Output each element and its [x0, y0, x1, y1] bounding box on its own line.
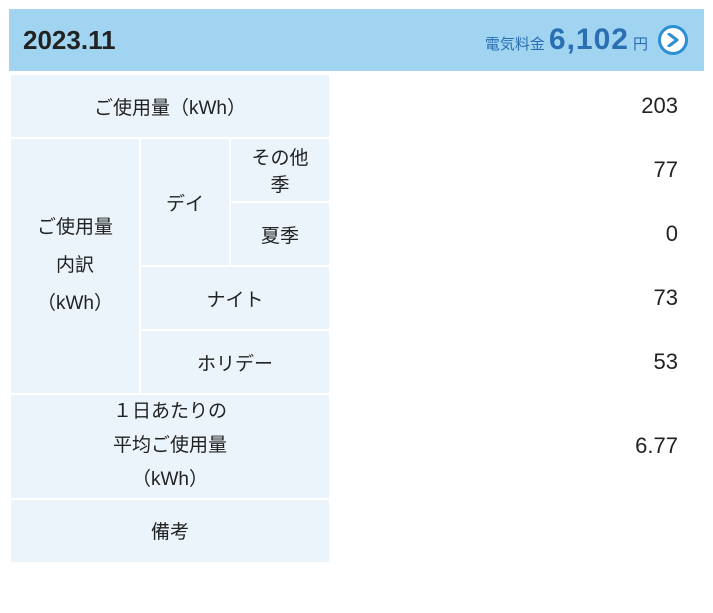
bill-card: 2023.11 電気料金 6,102 円 ご使用量（kWh） 203 ご使用量内… [8, 8, 705, 565]
fee-display: 電気料金 6,102 円 [485, 23, 688, 57]
day-label: デイ [140, 138, 230, 266]
breakdown-label: ご使用量内訳（kWh） [10, 138, 140, 394]
holiday-label: ホリデー [140, 330, 330, 394]
chevron-right-icon [667, 33, 679, 47]
holiday-value: 53 [330, 330, 703, 394]
summer-value: 0 [330, 202, 703, 266]
table-row: ご使用量内訳（kWh） デイ その他季 77 [10, 138, 703, 202]
night-value: 73 [330, 266, 703, 330]
fee-value: 6,102 [549, 23, 629, 57]
other-season-value: 77 [330, 138, 703, 202]
fee-label: 電気料金 [485, 33, 545, 54]
usage-value: 203 [330, 74, 703, 138]
notes-label: 備考 [10, 499, 330, 563]
usage-table: ご使用量（kWh） 203 ご使用量内訳（kWh） デイ その他季 77 夏季 … [9, 73, 704, 564]
night-label: ナイト [140, 266, 330, 330]
billing-period: 2023.11 [23, 25, 116, 56]
table-row: 備考 [10, 499, 703, 563]
detail-arrow-button[interactable] [658, 25, 688, 55]
other-season-label: その他季 [230, 138, 330, 202]
table-row: １日あたりの平均ご使用量（kWh） 6.77 [10, 394, 703, 499]
table-row: ご使用量（kWh） 203 [10, 74, 703, 138]
summer-label: 夏季 [230, 202, 330, 266]
fee-unit: 円 [633, 33, 648, 54]
avg-value: 6.77 [330, 394, 703, 499]
notes-value [330, 499, 703, 563]
bill-header: 2023.11 電気料金 6,102 円 [9, 9, 704, 73]
avg-label: １日あたりの平均ご使用量（kWh） [10, 394, 330, 499]
usage-label: ご使用量（kWh） [10, 74, 330, 138]
